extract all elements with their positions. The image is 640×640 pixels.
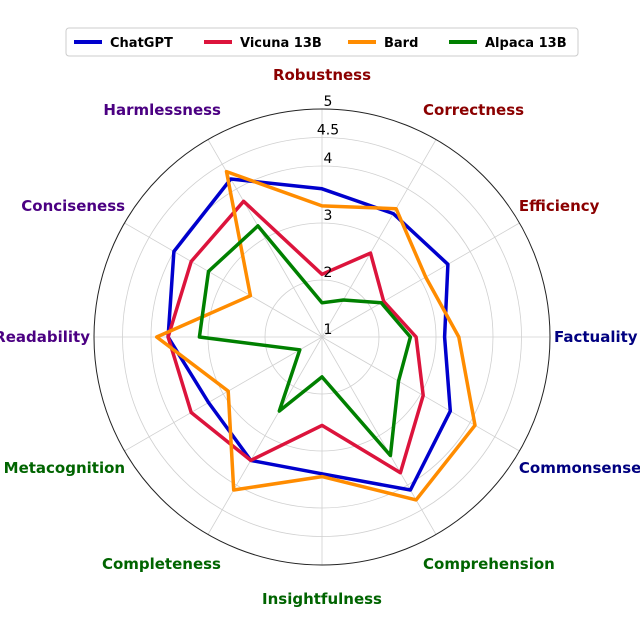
tick-label: 1	[324, 322, 333, 338]
axis-label-insightfulness: Insightfulness	[262, 590, 382, 608]
series-line-chatgpt	[166, 177, 453, 492]
tick-label: 4	[324, 151, 333, 167]
legend-label: Bard	[384, 36, 418, 51]
legend: ChatGPT Vicuna 13B Bard Alpaca 13B	[65, 27, 579, 57]
legend-label: Vicuna 13B	[240, 36, 322, 51]
axis-label-completeness: Completeness	[102, 555, 221, 573]
ticks-layer: 1 2 3 4 4.5 5	[317, 94, 339, 338]
outer-circle	[93, 108, 551, 566]
axis-label-robustness: Robustness	[273, 66, 371, 84]
series-line-bard	[154, 169, 477, 502]
axis-label-correctness: Correctness	[423, 101, 524, 119]
grid-spoke	[321, 336, 437, 535]
series-line-alpaca-13b	[197, 224, 413, 458]
grid-layer	[93, 108, 551, 566]
axis-label-efficiency: Efficiency	[519, 197, 600, 215]
tick-label: 4.5	[317, 123, 339, 139]
axis-label-harmlessness: Harmlessness	[103, 101, 221, 119]
tick-label: 5	[324, 94, 333, 110]
legend-label: ChatGPT	[110, 36, 173, 51]
grid-spoke	[321, 222, 520, 338]
series-line-vicuna-13b	[166, 199, 425, 475]
series-layer	[154, 169, 477, 502]
axis-label-factuality: Factuality	[554, 328, 638, 346]
tick-label: 2	[324, 265, 333, 281]
grid-spoke	[124, 336, 323, 452]
legend-label: Alpaca 13B	[485, 36, 567, 51]
grid-spoke	[207, 336, 323, 535]
axis-label-metacognition: Metacognition	[4, 459, 125, 477]
grid-spoke	[124, 222, 323, 338]
legend-box	[65, 27, 579, 57]
axis-labels-layer: Robustness Correctness Efficiency Factualit…	[0, 66, 640, 608]
axis-label-readability: Readability	[0, 328, 90, 346]
axis-label-conciseness: Conciseness	[21, 197, 125, 215]
grid-spoke	[321, 139, 437, 338]
tick-label: 3	[324, 208, 333, 224]
grid-spoke	[321, 336, 520, 452]
axis-label-commonsense: Commonsense	[519, 459, 640, 477]
axis-label-comprehension: Comprehension	[423, 555, 555, 573]
